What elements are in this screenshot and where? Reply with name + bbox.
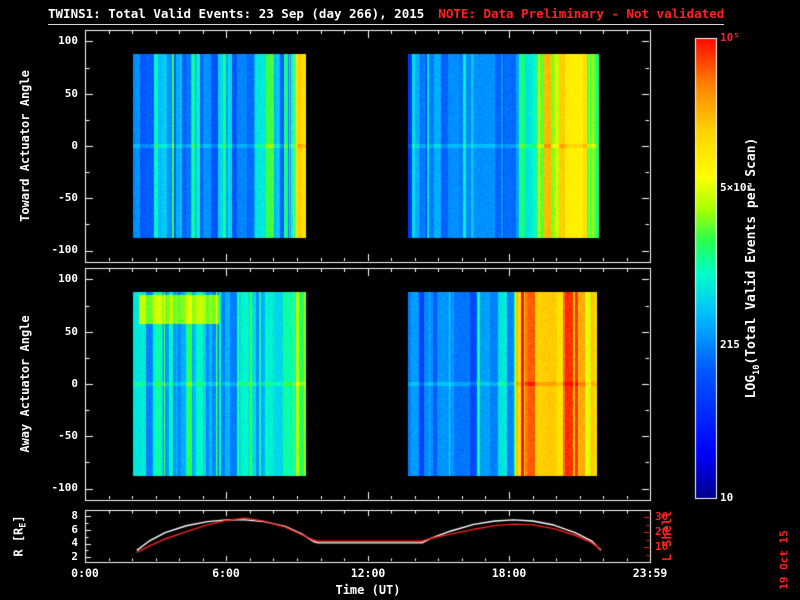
colorbar-tick-1e5: 10⁵ [720, 31, 740, 44]
x-axis-label: Time (UT) [335, 583, 401, 597]
colorbar-tick-5e3: 5×10³ [720, 181, 754, 194]
toward-ytick--100: -100 [51, 243, 79, 256]
colorbar-tick-10: 10 [720, 491, 734, 504]
xtick-1800: 18:00 [491, 566, 527, 580]
toward-ytick-50: 50 [64, 87, 78, 100]
toward-ytick-0: 0 [71, 139, 78, 152]
away-ytick-100: 100 [58, 272, 78, 285]
xtick-2359: 23:59 [632, 566, 668, 580]
plot-timestamp: 19 Oct 15 [777, 530, 791, 590]
colorbar-tick-215: 215 [720, 338, 740, 351]
r-ytick-4: 4 [71, 536, 78, 549]
xtick-0600: 6:00 [212, 566, 240, 580]
title-text: TWINS1: Total Valid Events: 23 Sep (day … [48, 6, 425, 21]
r-ytick-8: 8 [71, 509, 78, 522]
toward-ytick--50: -50 [58, 191, 78, 204]
r-ytick-2: 2 [71, 550, 78, 563]
away-ytick--50: -50 [58, 429, 78, 442]
toward-ytick-100: 100 [58, 34, 78, 47]
colorbar-title: LOG10(Total Valid Events per Scan) [744, 137, 762, 399]
xtick-1200: 12:00 [350, 566, 386, 580]
xtick-0000: 0:00 [71, 566, 99, 580]
r-axis-label: R [RE] [11, 515, 29, 557]
lshell-ytick-30: 30 [655, 510, 669, 523]
lshell-ytick-10: 10 [655, 540, 669, 553]
away-axis-label: Away Actuator Angle [18, 315, 32, 453]
toward-axis-label: Toward Actuator Angle [18, 70, 32, 222]
away-ytick-0: 0 [71, 377, 78, 390]
lshell-axis-label: L Shell [660, 510, 674, 562]
away-ytick-50: 50 [64, 325, 78, 338]
title-note: NOTE: Data Preliminary - Not validated [438, 6, 725, 21]
r-ytick-6: 6 [71, 523, 78, 536]
page-title: TWINS1: Total Valid Events: 23 Sep (day … [48, 6, 725, 25]
lshell-ytick-20: 20 [655, 525, 669, 538]
away-ytick--100: -100 [51, 481, 79, 494]
